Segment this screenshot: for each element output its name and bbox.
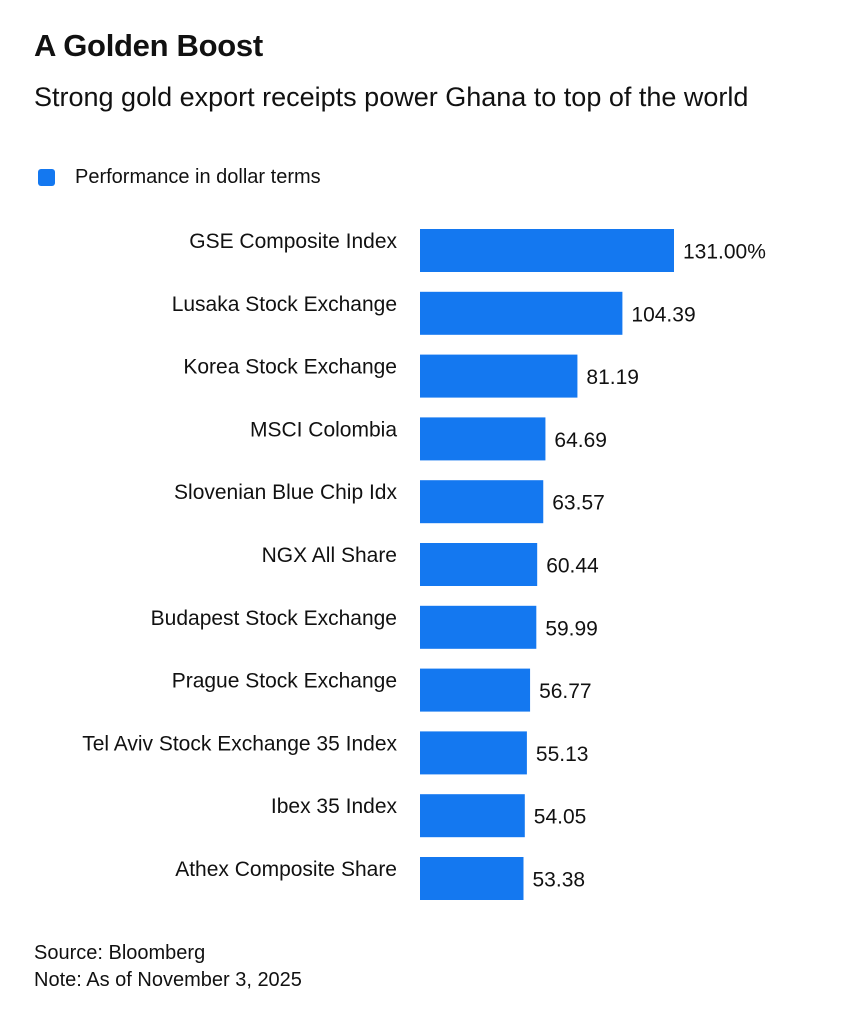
bar xyxy=(420,229,674,272)
category-label: Athex Composite Share xyxy=(175,858,397,881)
category-label: MSCI Colombia xyxy=(250,418,397,441)
bar xyxy=(420,668,531,712)
value-label: 81.19 xyxy=(586,366,639,389)
legend-swatch xyxy=(38,169,55,186)
bar xyxy=(420,731,527,775)
source-note: Source: Bloomberg xyxy=(34,942,206,964)
category-label: Ibex 35 Index xyxy=(271,795,398,818)
chart-title: A Golden Boost xyxy=(34,28,263,63)
bar-chart: GSE Composite Index 131.00% Lusaka Stock E… xyxy=(82,229,766,900)
bar xyxy=(420,354,578,398)
category-label: Budapest Stock Exchange xyxy=(151,607,397,630)
bar xyxy=(420,857,524,900)
value-label: 104.39 xyxy=(631,303,695,326)
value-label: 60.44 xyxy=(546,555,599,578)
chart-subtitle: Strong gold export receipts power Ghana … xyxy=(34,82,749,112)
value-label: 59.99 xyxy=(545,617,598,640)
category-label: Slovenian Blue Chip Idx xyxy=(174,481,397,504)
bar xyxy=(420,417,546,461)
category-label: NGX All Share xyxy=(262,544,397,567)
bar xyxy=(420,605,537,649)
footer: Source: Bloomberg Note: As of November 3… xyxy=(34,940,302,994)
date-note: Note: As of November 3, 2025 xyxy=(34,969,302,991)
value-label: 56.77 xyxy=(539,680,592,703)
category-label: Tel Aviv Stock Exchange 35 Index xyxy=(82,732,397,755)
bar xyxy=(420,794,525,838)
value-label: 131.00% xyxy=(683,241,766,264)
value-label: 55.13 xyxy=(536,743,589,766)
category-label: Prague Stock Exchange xyxy=(172,670,397,693)
category-label: Korea Stock Exchange xyxy=(183,356,397,379)
bar xyxy=(420,480,544,524)
bar xyxy=(420,543,538,586)
value-label: 54.05 xyxy=(534,806,587,829)
bar xyxy=(420,291,623,335)
value-label: 64.69 xyxy=(554,429,607,452)
value-label: 53.38 xyxy=(533,869,586,892)
legend: Performance in dollar terms xyxy=(38,166,321,189)
category-label: Lusaka Stock Exchange xyxy=(172,293,397,316)
value-label: 63.57 xyxy=(552,492,605,515)
legend-label: Performance in dollar terms xyxy=(75,166,321,188)
category-label: GSE Composite Index xyxy=(189,230,397,253)
